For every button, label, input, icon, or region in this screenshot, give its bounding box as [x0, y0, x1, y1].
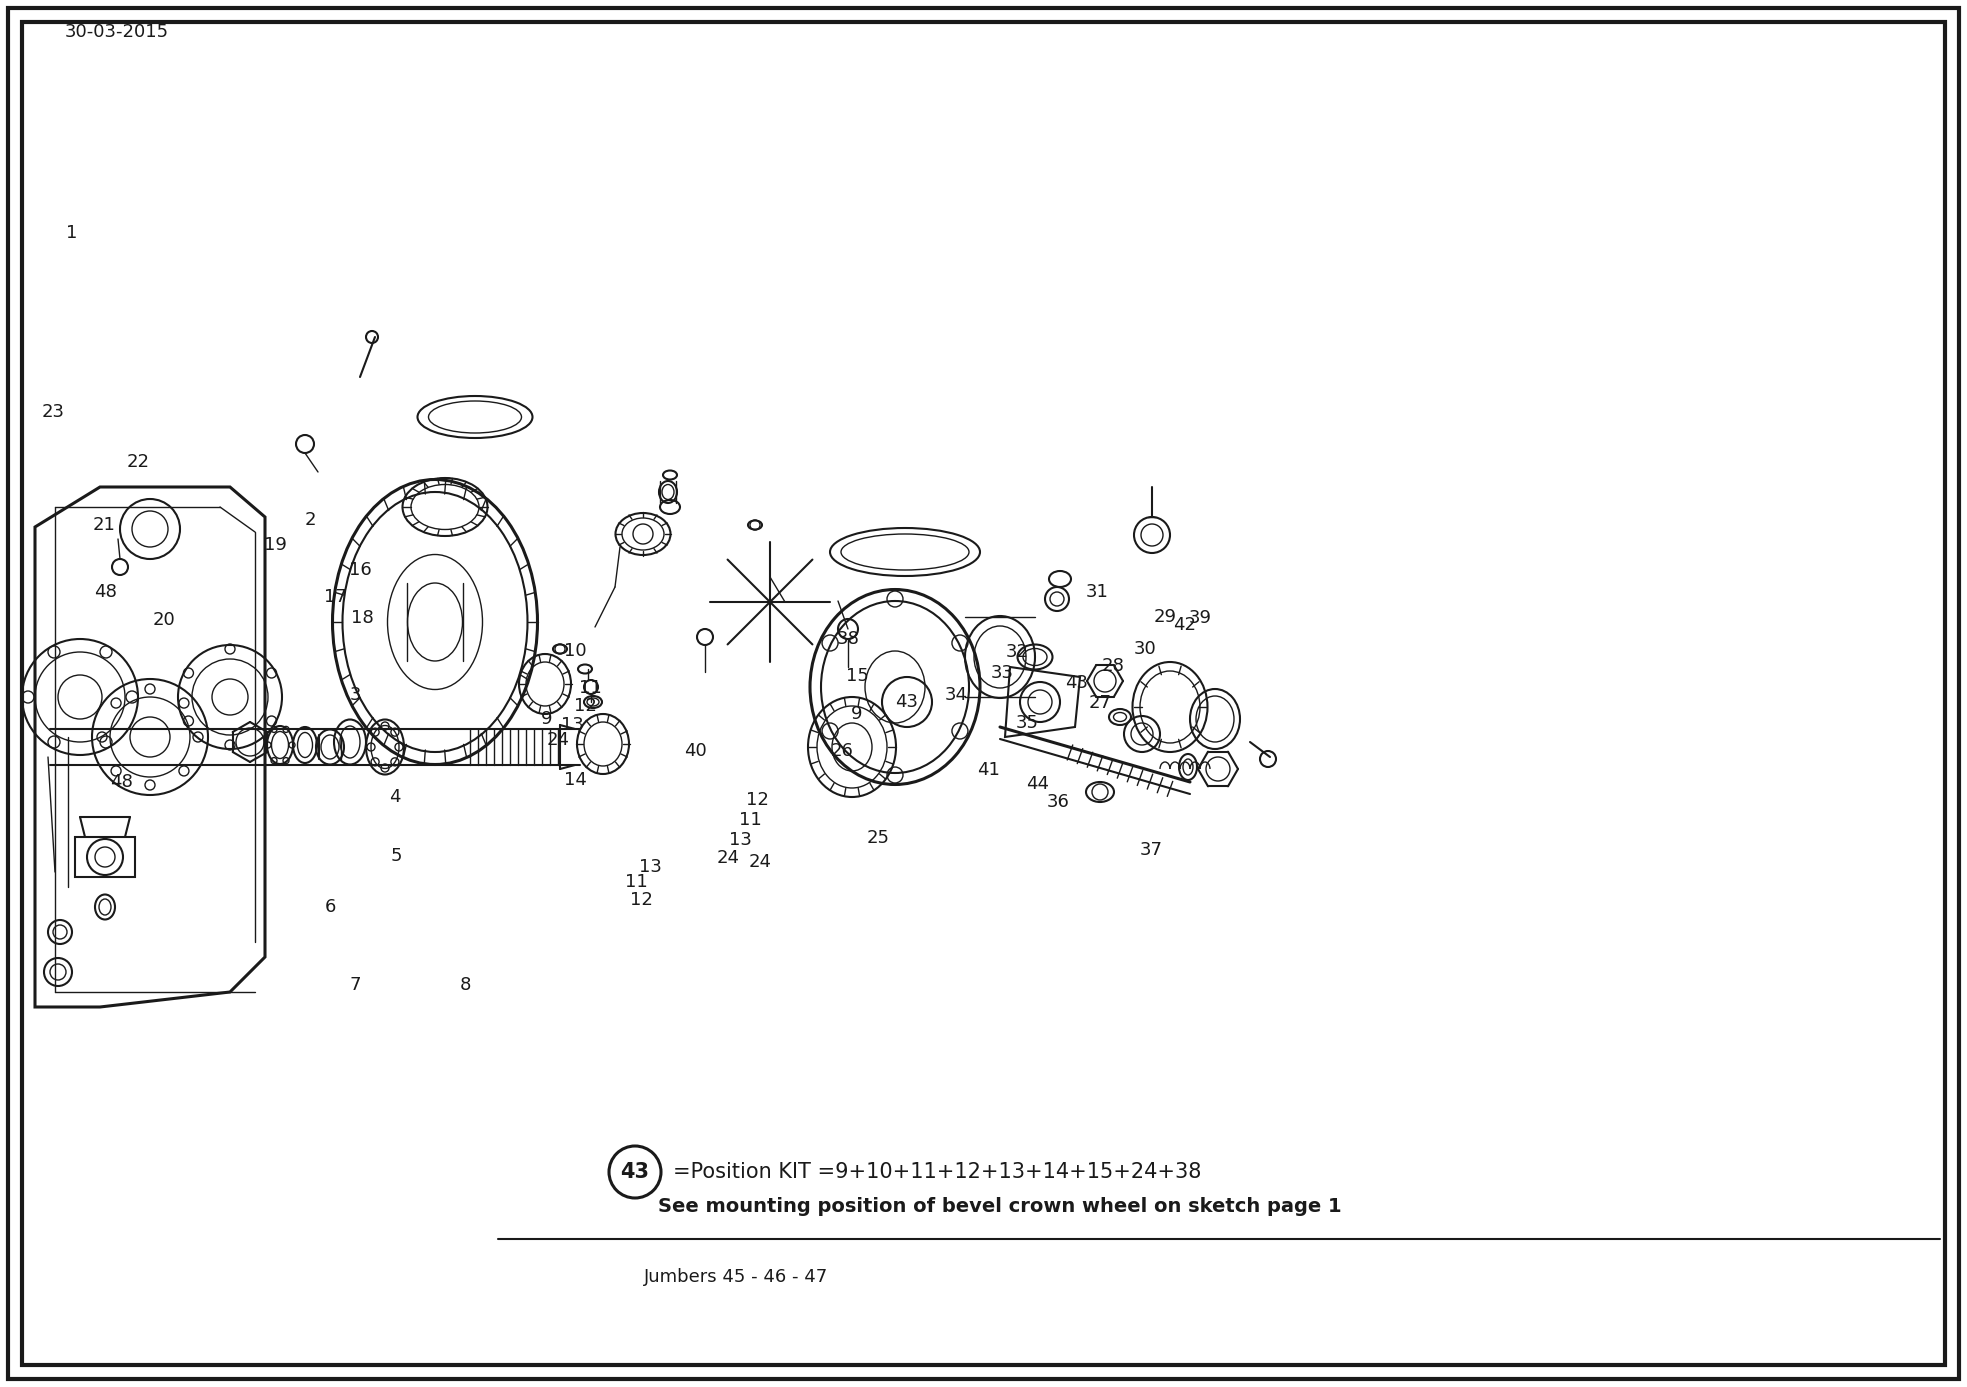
Text: 44: 44 — [1027, 775, 1050, 793]
Text: 17: 17 — [323, 588, 346, 606]
Text: 20: 20 — [153, 612, 175, 628]
Text: 37: 37 — [1139, 841, 1162, 859]
Text: 7: 7 — [350, 976, 360, 994]
Text: 9: 9 — [852, 705, 864, 723]
Text: 13: 13 — [561, 716, 584, 734]
Text: 13: 13 — [728, 831, 751, 849]
Text: See mounting position of bevel crown wheel on sketch page 1: See mounting position of bevel crown whe… — [659, 1197, 1341, 1216]
Text: 19: 19 — [264, 535, 287, 553]
Text: 11: 11 — [740, 811, 761, 829]
Text: 23: 23 — [41, 404, 65, 422]
Text: 1: 1 — [67, 223, 77, 241]
Text: =Position KIT =9+10+11+12+13+14+15+24+38: =Position KIT =9+10+11+12+13+14+15+24+38 — [673, 1162, 1202, 1182]
Text: 11: 11 — [626, 872, 647, 890]
Text: 38: 38 — [836, 630, 860, 648]
Text: 25: 25 — [867, 829, 889, 847]
Text: 42: 42 — [1174, 616, 1196, 634]
Text: 29: 29 — [1153, 608, 1176, 626]
Text: 24: 24 — [716, 849, 740, 867]
Text: 33: 33 — [991, 664, 1013, 682]
Text: Jumbers 45 - 46 - 47: Jumbers 45 - 46 - 47 — [643, 1268, 828, 1286]
Text: 30: 30 — [1133, 639, 1157, 657]
Text: 5: 5 — [389, 847, 401, 865]
Text: 35: 35 — [1015, 714, 1039, 732]
Text: 14: 14 — [565, 771, 586, 789]
Text: 8: 8 — [460, 976, 470, 994]
Text: 16: 16 — [348, 560, 372, 578]
Text: 26: 26 — [830, 742, 854, 760]
Text: 24: 24 — [547, 731, 570, 749]
Text: 15: 15 — [846, 667, 869, 685]
Text: 48: 48 — [94, 583, 116, 601]
Text: 30-03-2015: 30-03-2015 — [65, 24, 169, 42]
Text: 43: 43 — [620, 1162, 649, 1182]
Text: 41: 41 — [976, 761, 999, 779]
Text: 39: 39 — [1188, 609, 1212, 627]
Text: 10: 10 — [565, 642, 586, 660]
Text: 11: 11 — [578, 680, 602, 698]
Text: 36: 36 — [1046, 793, 1070, 811]
Text: 31: 31 — [1086, 583, 1109, 601]
Text: 32: 32 — [1005, 644, 1029, 662]
Text: 28: 28 — [1102, 657, 1125, 675]
Text: 22: 22 — [126, 454, 149, 472]
Text: 34: 34 — [944, 687, 968, 705]
Text: 43: 43 — [895, 694, 919, 712]
Text: 6: 6 — [325, 897, 336, 915]
Text: 12: 12 — [574, 698, 596, 716]
Text: 9: 9 — [541, 710, 553, 728]
Text: 3: 3 — [350, 687, 360, 705]
Text: 27: 27 — [1088, 694, 1111, 712]
Text: 2: 2 — [305, 510, 317, 528]
Text: 12: 12 — [629, 890, 653, 908]
Text: 43: 43 — [1066, 674, 1088, 692]
Text: 18: 18 — [350, 609, 374, 627]
Text: 21: 21 — [92, 516, 116, 534]
Text: 4: 4 — [389, 788, 401, 806]
Text: 13: 13 — [639, 859, 661, 877]
Text: 40: 40 — [685, 742, 706, 760]
Text: 24: 24 — [749, 853, 771, 871]
Text: 12: 12 — [745, 791, 769, 809]
Text: 48: 48 — [110, 773, 132, 791]
